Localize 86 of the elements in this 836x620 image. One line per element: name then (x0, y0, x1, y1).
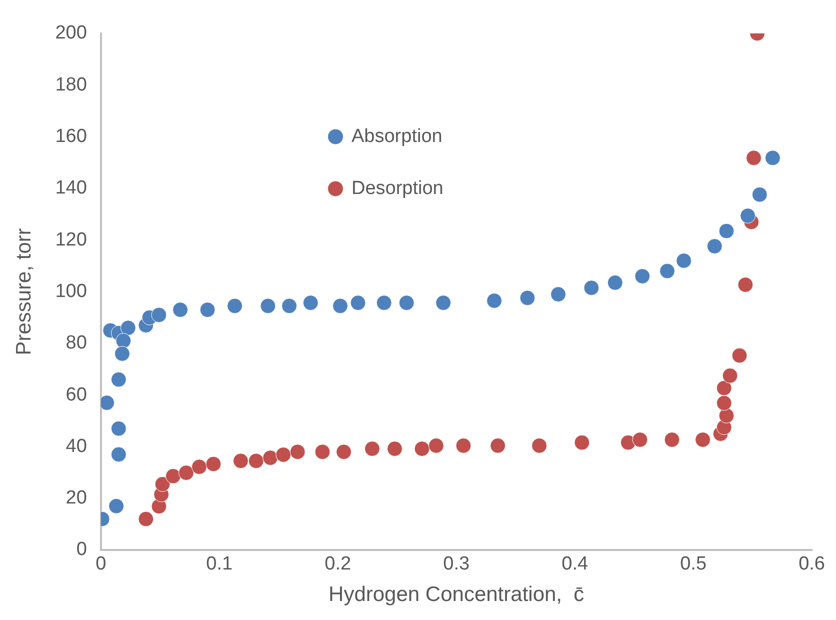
point (154, 476, 170, 492)
point (574, 434, 590, 450)
point (110, 420, 126, 436)
legend-label: Desorption (351, 178, 444, 199)
point (664, 432, 680, 448)
point (350, 295, 366, 311)
point (232, 453, 248, 469)
y-tick-label: 0 (76, 539, 87, 560)
point (276, 446, 292, 462)
point (151, 307, 167, 323)
point (607, 274, 623, 290)
point (302, 295, 318, 311)
point (262, 450, 278, 466)
point (138, 511, 154, 527)
point (764, 150, 780, 166)
x-tick-label: 0 (96, 554, 106, 575)
point (116, 333, 132, 349)
y-tick-label: 120 (55, 229, 87, 250)
point (716, 395, 732, 411)
point (260, 298, 276, 314)
point (490, 438, 506, 454)
point (738, 276, 754, 292)
point (718, 408, 734, 424)
point (584, 280, 600, 296)
point (722, 368, 738, 384)
point (634, 268, 650, 284)
point (364, 440, 380, 456)
point (206, 456, 222, 472)
point (191, 459, 207, 475)
point (120, 320, 136, 336)
point (436, 295, 452, 311)
point (200, 302, 216, 318)
point (100, 395, 115, 411)
point (695, 432, 711, 448)
point (376, 295, 392, 311)
y-tick-label: 200 (55, 22, 87, 44)
point (532, 438, 548, 454)
y-tick-label: 160 (55, 126, 87, 147)
y-tick-label: 100 (55, 280, 87, 302)
x-axis-title: Hydrogen Concentration, c̄ (328, 583, 584, 606)
point (414, 440, 430, 456)
point (746, 150, 762, 166)
y-tick-label: 80 (66, 332, 87, 354)
point (386, 440, 402, 456)
point (108, 498, 124, 514)
x-tick-label: 0.6 (798, 554, 826, 575)
y-tick-label: 180 (55, 74, 87, 96)
point (718, 223, 734, 239)
point (676, 252, 692, 268)
y-tick-label: 20 (66, 488, 87, 509)
point (114, 346, 130, 362)
point (520, 290, 536, 306)
point (659, 263, 675, 279)
point (706, 238, 722, 254)
point (172, 302, 188, 318)
x-tick-label: 0.5 (680, 554, 707, 575)
y-axis-title: Pressure, torr (12, 228, 36, 356)
point (398, 295, 414, 311)
point (632, 432, 648, 448)
point (282, 298, 298, 314)
point (428, 438, 444, 454)
point (336, 444, 352, 460)
point (165, 468, 181, 484)
point (752, 186, 768, 202)
point (550, 286, 566, 302)
x-tick-label: 0.4 (562, 554, 588, 575)
point (740, 208, 756, 224)
point (486, 292, 502, 308)
point (290, 444, 306, 460)
y-tick-label: 140 (55, 178, 87, 199)
x-tick-label: 0.2 (324, 554, 352, 575)
point (178, 465, 194, 481)
legend-label: Absorption (351, 126, 442, 147)
point (110, 372, 126, 388)
y-tick-label: 60 (66, 384, 87, 406)
x-tick-label: 0.3 (443, 554, 470, 575)
point (456, 438, 472, 454)
x-tick-label: 0.1 (206, 554, 233, 575)
point (716, 380, 732, 396)
y-tick-label: 40 (66, 436, 87, 457)
point (314, 444, 330, 460)
point (227, 298, 243, 314)
point (110, 446, 126, 462)
point (248, 453, 264, 469)
point (332, 298, 348, 314)
point (732, 348, 748, 364)
